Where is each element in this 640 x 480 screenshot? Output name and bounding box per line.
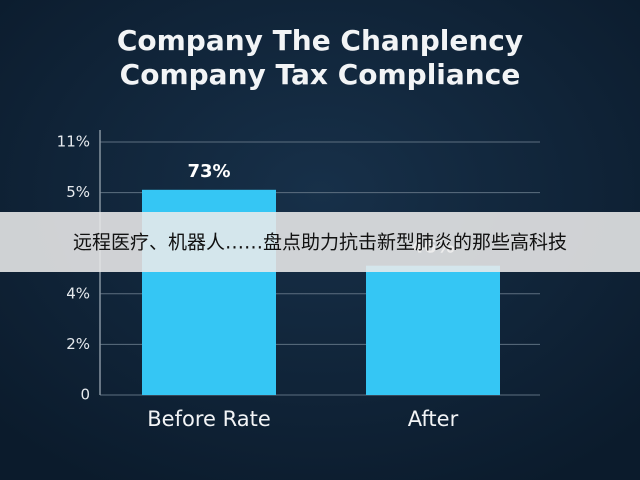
chart-title: Company The Chanplency: [117, 24, 523, 57]
banner-text: 远程医疗、机器人……盘点助力抗击新型肺炎的那些高科技: [73, 232, 567, 254]
banner-background: [0, 212, 640, 272]
y-tick-label: 11%: [57, 133, 90, 151]
y-tick-label: 0: [80, 386, 90, 404]
bar: [366, 265, 500, 395]
y-tick-label: 4%: [66, 284, 90, 302]
y-tick-label: 5%: [66, 183, 90, 201]
chart-subtitle: Company Tax Compliance: [120, 58, 521, 91]
overlay: 远程医疗、机器人……盘点助力抗击新型肺炎的那些高科技: [0, 212, 640, 272]
y-tick-label: 2%: [66, 335, 90, 353]
value-label: 73%: [187, 161, 230, 182]
x-tick-label: After: [408, 407, 459, 431]
x-tick-label: Before Rate: [147, 407, 271, 431]
